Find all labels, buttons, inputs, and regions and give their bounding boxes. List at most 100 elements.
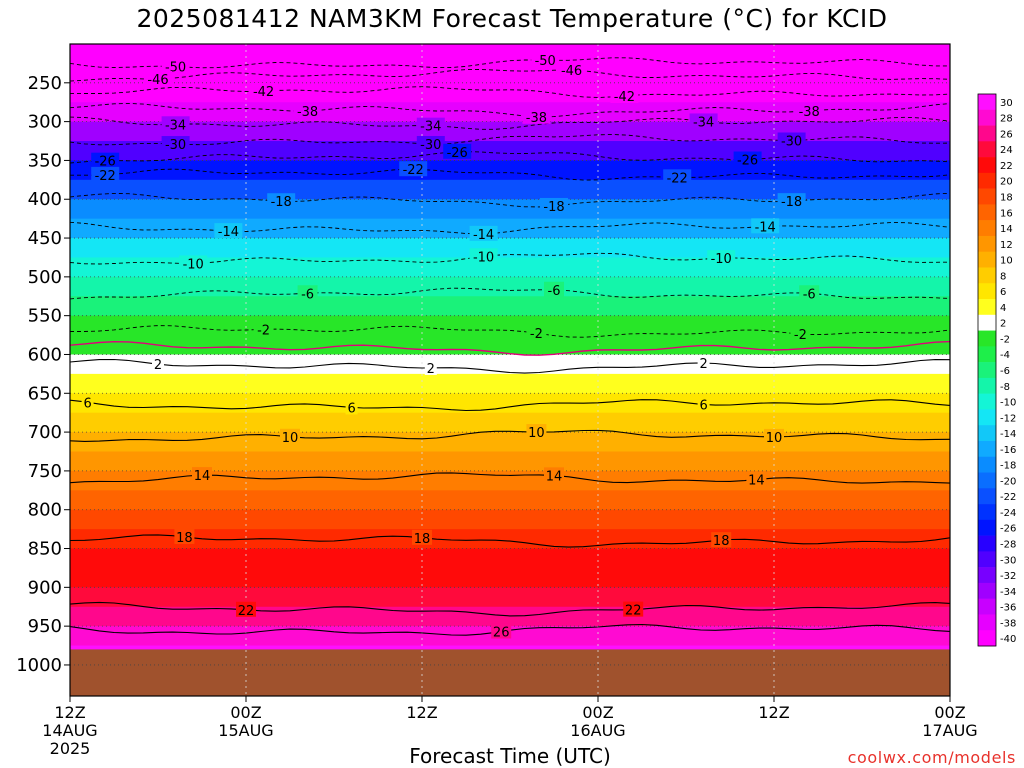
contour-label: -2 — [530, 327, 543, 342]
contour-labels: -50 -50-46-46-42 -42-38 -38 -38-34 -34 -34-30-… — [81, 52, 824, 640]
contour-label: 26 — [493, 625, 510, 640]
contour-line — [70, 86, 950, 98]
contour-label: -14 — [218, 225, 239, 240]
contour-label: -18 — [271, 195, 292, 210]
y-tick-label: 750 — [28, 461, 62, 482]
contour-label-bg — [531, 52, 560, 68]
contour-label: 10 — [766, 431, 783, 446]
contour-label: -50 — [535, 54, 556, 69]
colorbar-label: -10 — [1000, 398, 1016, 409]
colorbar-label: -20 — [1000, 476, 1016, 487]
colorbar-swatch — [978, 314, 996, 331]
x-tick-label: 2025 — [50, 739, 91, 758]
colorbar-swatch — [978, 220, 996, 237]
contour-label-bg — [764, 428, 784, 444]
contour-label: 6 — [347, 401, 355, 416]
contour-label-bg — [491, 623, 512, 639]
contour-label: -34 — [165, 118, 186, 133]
y-tick-label: 950 — [28, 616, 62, 637]
contour-label: -6 — [301, 287, 314, 302]
contour-label-bg — [416, 136, 445, 152]
temp-band — [70, 548, 950, 569]
temp-band — [70, 315, 950, 336]
x-tick-label: 12Z — [406, 703, 437, 722]
x-axis-label: Forecast Time (UTC) — [409, 744, 611, 768]
temp-band — [70, 102, 950, 123]
plot-frame — [69, 43, 951, 697]
colorbar-label: -8 — [1000, 382, 1010, 393]
contour-label: -42 — [614, 90, 635, 105]
contour-label-bg — [161, 116, 190, 132]
y-tick-label: 350 — [28, 150, 62, 171]
contour-label: 6 — [83, 396, 91, 411]
temp-band — [70, 490, 950, 511]
contour-label-bg — [711, 532, 732, 548]
y-axis: 250 300 350 400 450 500 550 600 650 700 750 800 850 9… — [16, 73, 70, 676]
contour-label-bg — [697, 396, 710, 412]
contour-label-bg — [526, 325, 547, 341]
ground-rect — [70, 649, 950, 696]
colorbar-swatch — [978, 362, 996, 379]
contour-label: -34 — [420, 120, 441, 135]
contour-label: -30 — [781, 134, 802, 149]
contour-label-bg — [416, 117, 445, 133]
colorbar-label: -34 — [1000, 587, 1016, 598]
y-tick-label: 400 — [28, 189, 62, 210]
colorbar-swatch — [978, 109, 996, 126]
contour-label: -6 — [803, 287, 816, 302]
colorbar-swatch — [978, 551, 996, 568]
temp-band — [70, 63, 950, 84]
contour-label: -18 — [781, 195, 802, 210]
colorbar-swatch — [978, 614, 996, 631]
contour-label-bg — [345, 399, 358, 415]
colorbar-label: -18 — [1000, 461, 1016, 472]
temp-band — [70, 276, 950, 297]
colorbar-label: 22 — [1000, 161, 1013, 172]
temp-band — [70, 373, 950, 394]
contour-label-bg — [144, 70, 172, 86]
contour-label: 10 — [282, 431, 299, 446]
contour-line — [70, 429, 950, 442]
contour-line — [70, 287, 950, 300]
contour-label: -26 — [95, 155, 116, 170]
colorbar-label: 2 — [1000, 319, 1006, 330]
colorbar-label: 10 — [1000, 256, 1013, 267]
contour-label-bg — [424, 359, 437, 375]
colorbar-label: 6 — [1000, 287, 1006, 298]
contour-label-bg — [795, 102, 824, 118]
contour-label-bg — [399, 161, 428, 177]
colorbar-swatch — [978, 172, 996, 189]
contour-label-bg — [179, 255, 208, 271]
colorbar-swatch — [978, 377, 996, 394]
contour-label: -30 — [420, 138, 441, 153]
contour-label: -18 — [543, 200, 564, 215]
colorbar-label: 12 — [1000, 240, 1013, 251]
contour-line — [70, 601, 950, 617]
colorbar-swatch — [978, 330, 996, 347]
contour-label: 2 — [427, 362, 435, 377]
temp-band — [70, 412, 950, 433]
contour-label: 14 — [748, 474, 765, 489]
contour-label-bg — [697, 354, 710, 370]
contour-label: -6 — [548, 284, 561, 299]
contour-label: 14 — [546, 469, 563, 484]
contour-label-bg — [161, 136, 190, 152]
colorbar-label: -14 — [1000, 429, 1016, 440]
contour-label: 6 — [699, 399, 707, 414]
temp-band — [70, 199, 950, 220]
x-tick-label: 15AUG — [218, 721, 273, 740]
temp-band — [70, 432, 950, 452]
contour-label: -34 — [693, 115, 714, 130]
contour-label-bg — [91, 166, 120, 182]
contour-label-bg — [249, 83, 278, 99]
contour-line — [70, 151, 950, 164]
contour-line — [70, 358, 950, 374]
temp-band — [70, 451, 950, 472]
contour-label-bg — [557, 62, 586, 78]
y-tick-label: 850 — [28, 539, 62, 560]
temp-band — [70, 587, 950, 608]
colorbar-label: -12 — [1000, 413, 1016, 424]
contour-label-bg — [751, 218, 780, 234]
contour-label-bg — [91, 152, 120, 168]
